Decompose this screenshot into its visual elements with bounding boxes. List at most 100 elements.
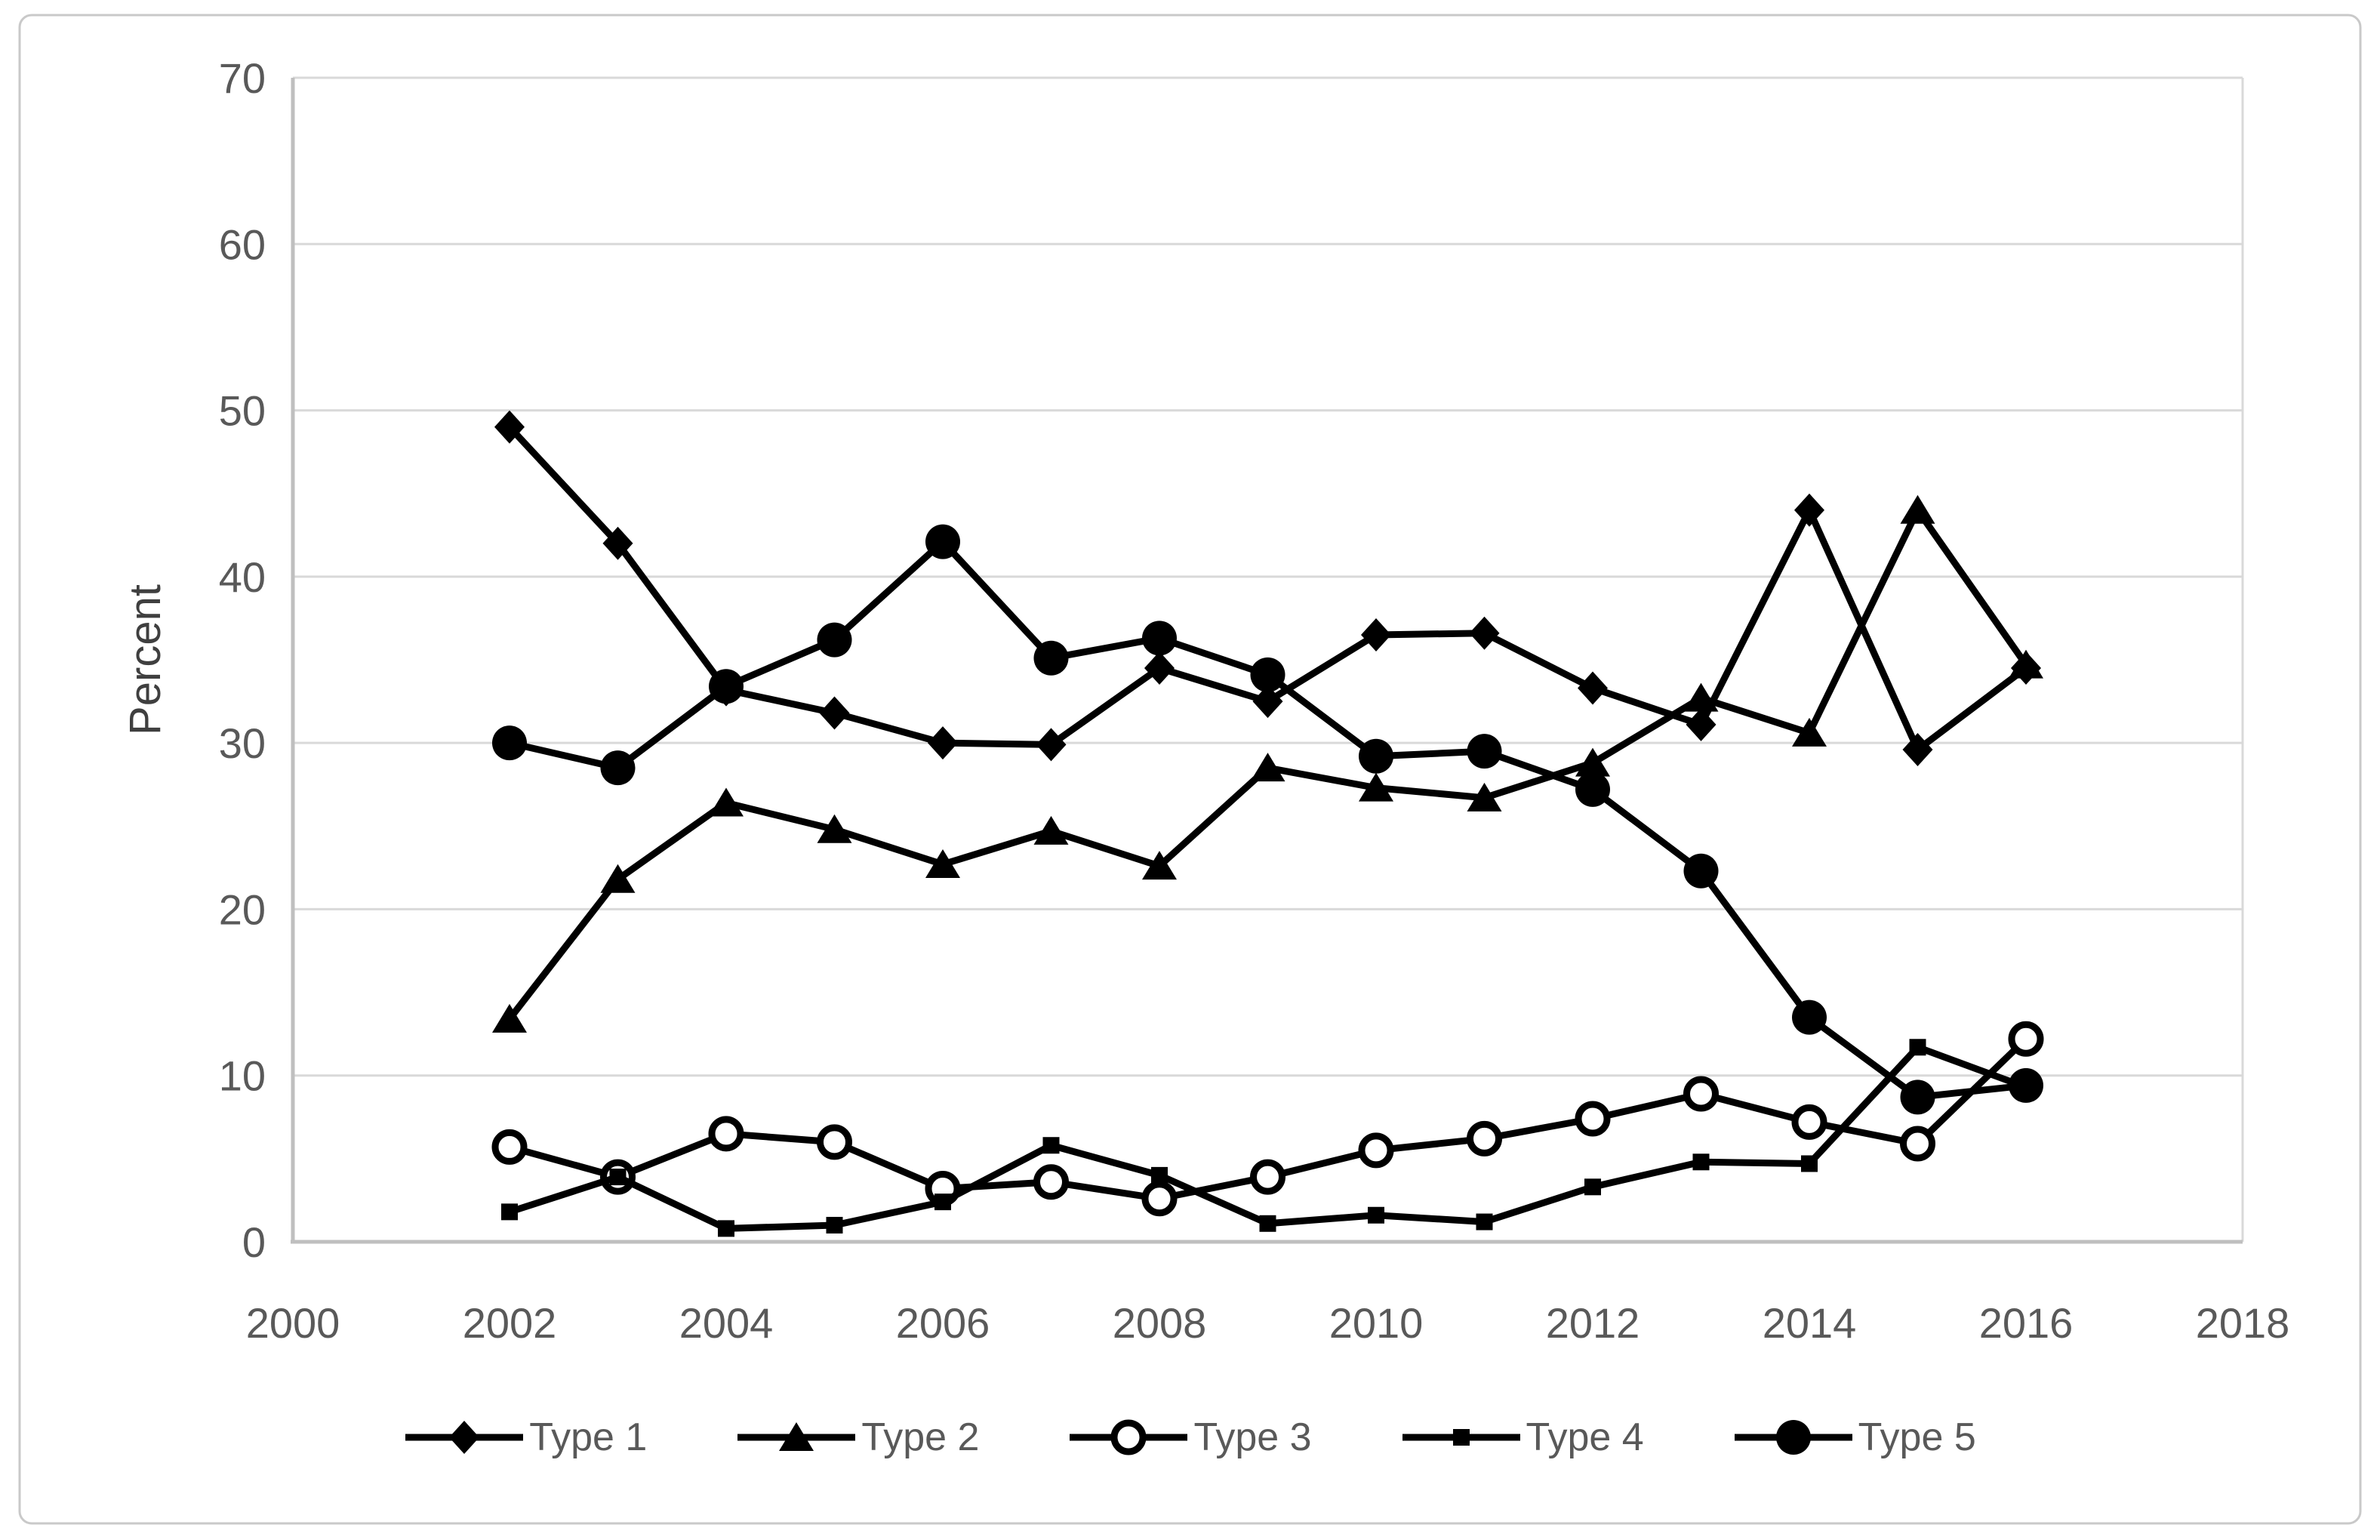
- triangle-marker: [2009, 649, 2043, 679]
- legend-label: Type 4: [1526, 1415, 1644, 1459]
- triangle-marker: [1142, 851, 1177, 880]
- series-type-1: [494, 410, 2041, 766]
- square-marker: [1692, 1153, 1710, 1171]
- triangle-marker: [1359, 772, 1393, 802]
- open-circle-marker: [1033, 1164, 1069, 1200]
- square-marker: [1909, 1039, 1926, 1056]
- square-marker: [1584, 1178, 1601, 1196]
- x-tick-label-2004: 2004: [679, 1299, 774, 1347]
- figure-border: [18, 14, 2362, 1525]
- open-circle-marker: [1358, 1132, 1394, 1169]
- legend-label: Type 3: [1193, 1415, 1312, 1459]
- legend-marker: [779, 1422, 814, 1451]
- square-marker: [1801, 1155, 1818, 1172]
- y-tick-label-0: 0: [242, 1218, 266, 1266]
- x-tick-label-2002: 2002: [463, 1299, 557, 1347]
- diamond-marker: [602, 526, 633, 560]
- legend-label: Type 5: [1858, 1415, 1976, 1459]
- diamond-marker: [494, 410, 525, 444]
- diamond-marker: [1144, 651, 1175, 685]
- x-tick-label-2016: 2016: [1979, 1299, 2074, 1347]
- triangle-marker: [600, 864, 636, 893]
- y-tick-label-50: 50: [219, 387, 266, 435]
- x-tick-label-2010: 2010: [1329, 1299, 1424, 1347]
- triangle-marker: [1792, 717, 1827, 747]
- x-tick-label-2014: 2014: [1763, 1299, 1857, 1347]
- circle-marker: [1250, 657, 1285, 692]
- open-circle-marker: [1683, 1076, 1719, 1112]
- diamond-marker: [1686, 707, 1716, 741]
- open-circle-marker: [491, 1129, 528, 1165]
- triangle-marker: [1575, 747, 1610, 777]
- circle-marker: [600, 750, 636, 786]
- open-circle-marker: [1791, 1104, 1827, 1140]
- circle-marker: [492, 725, 527, 761]
- diamond-marker: [928, 726, 958, 760]
- diamond-marker: [1469, 616, 1500, 650]
- diamond-legend-icon: [405, 1421, 524, 1454]
- open-circle-marker: [708, 1116, 744, 1152]
- square-marker: [1151, 1166, 1168, 1184]
- diamond-marker: [1361, 618, 1391, 651]
- square-marker: [1042, 1137, 1060, 1154]
- x-tick-label-2008: 2008: [1113, 1299, 1207, 1347]
- square-legend-icon: [1402, 1429, 1520, 1446]
- legend-item-type-1: Type 1: [404, 1413, 647, 1461]
- circle-marker: [2009, 1067, 2043, 1103]
- circle-marker: [709, 669, 744, 704]
- circle-marker: [925, 524, 960, 559]
- open-circle-legend-icon: [1070, 1419, 1188, 1455]
- square-marker: [826, 1216, 843, 1234]
- circle-marker: [1467, 734, 1502, 769]
- x-tick-label-2018: 2018: [2196, 1299, 2290, 1347]
- triangle-marker: [492, 1003, 527, 1033]
- legend-marker: [1775, 1420, 1811, 1455]
- x-tick-label-2012: 2012: [1546, 1299, 1640, 1347]
- open-circle-marker: [1141, 1181, 1178, 1217]
- diamond-marker: [1036, 728, 1067, 762]
- triangle-marker: [925, 849, 960, 878]
- square-marker: [1476, 1213, 1493, 1230]
- open-circle-marker: [1250, 1159, 1285, 1195]
- circle-marker: [817, 622, 852, 658]
- square-marker: [934, 1194, 951, 1211]
- open-circle-marker: [817, 1124, 852, 1160]
- circle-marker: [1900, 1080, 1935, 1115]
- triangle-marker: [817, 814, 852, 843]
- open-circle-marker: [2008, 1021, 2044, 1057]
- diamond-marker: [1902, 732, 1933, 766]
- square-marker: [718, 1220, 734, 1237]
- x-tick-label-2000: 2000: [246, 1299, 340, 1347]
- legend-marker: [1110, 1419, 1147, 1455]
- square-marker: [609, 1169, 627, 1186]
- y-tick-label-70: 70: [219, 54, 266, 102]
- y-tick-label-40: 40: [219, 553, 266, 601]
- diamond-marker: [1794, 493, 1824, 527]
- legend-item-type-2: Type 2: [736, 1413, 979, 1461]
- legend-marker: [449, 1421, 480, 1454]
- circle-marker: [1683, 853, 1719, 889]
- y-tick-label-30: 30: [219, 719, 266, 767]
- square-marker: [1368, 1206, 1384, 1224]
- y-tick-label-60: 60: [219, 220, 266, 268]
- diamond-marker: [1578, 671, 1608, 705]
- x-tick-label-2006: 2006: [896, 1299, 990, 1347]
- triangle-marker: [1250, 753, 1285, 782]
- open-circle-marker: [1467, 1120, 1502, 1157]
- circle-legend-icon: [1734, 1420, 1852, 1455]
- legend-label: Type 2: [861, 1415, 980, 1459]
- triangle-marker: [1900, 494, 1935, 524]
- triangle-marker: [709, 787, 744, 817]
- legend-marker: [1452, 1429, 1470, 1446]
- legend-item-type-5: Type 5: [1733, 1413, 1976, 1461]
- triangle-marker: [1467, 782, 1502, 812]
- diamond-marker: [1252, 685, 1283, 719]
- y-axis-title: Percent: [121, 584, 170, 735]
- legend-label: Type 1: [529, 1415, 648, 1459]
- chart-legend: Type 1 Type 2 Type 3 Type 4 Type 5: [0, 1413, 2380, 1461]
- circle-marker: [1792, 999, 1827, 1035]
- circle-marker: [1575, 772, 1610, 807]
- series-type-2: [492, 494, 2043, 1033]
